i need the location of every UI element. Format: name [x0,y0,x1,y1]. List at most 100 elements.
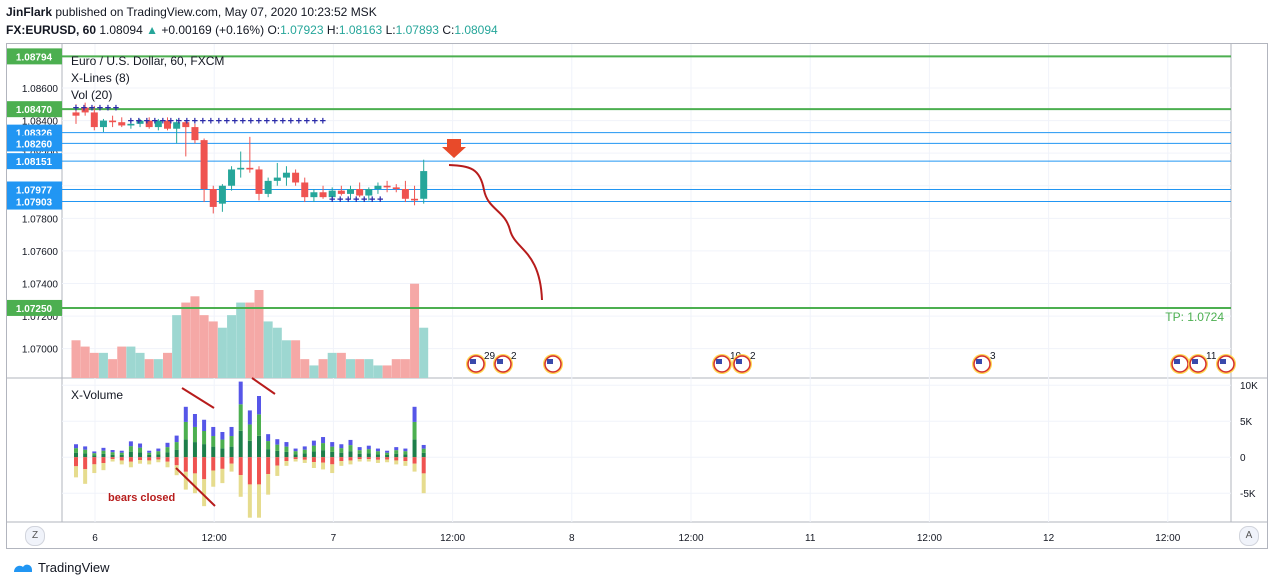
xvol-pos-bar [302,449,307,454]
xvol-neg-bar [192,473,197,494]
blue-level-badge [7,153,62,170]
xvol-pos-bar [74,444,78,449]
candle-body [383,185,391,188]
xvolume-bars: 10K 5K 0 -5K [74,381,1258,518]
candle-body [145,120,153,128]
volume-bar [217,327,227,378]
event-count-label: 11 [1206,351,1217,362]
xvol-neg-bar [385,459,390,463]
volume-bar [300,359,310,378]
y-tick-label: 1.07200 [22,312,59,323]
volume-bar [181,302,191,378]
xvol-tick-label: 5K [1240,417,1253,428]
open-value: 1.07923 [280,23,324,37]
blue-level-badge [7,193,62,210]
candle-body [154,120,162,128]
volume-bar [291,340,301,378]
volume-bar [410,283,420,378]
xvol-neg-bar [174,457,179,466]
xvol-pos-bar [202,430,207,445]
price-change: +0.00169 (+0.16%) [161,23,265,37]
xline-marker: + [377,194,383,206]
xvol-pos-bar [211,436,216,447]
xvol-neg-bar [92,457,97,465]
volume-bar [153,359,163,378]
high-label: H: [326,23,339,37]
xvol-pos-bar [183,421,188,440]
xvol-pos-bar [266,449,271,458]
volume-bar [245,302,255,378]
xline-marker: + [168,116,174,128]
xline-marker: + [329,194,335,206]
xline-marker: + [136,116,142,128]
candle-body [282,172,290,178]
xvol-neg-bar [138,457,143,461]
x-tick-label: 12:00 [678,533,703,544]
zoom-button[interactable]: Z [25,526,45,546]
volume-bar [190,296,200,378]
xvol-pos-bar [192,426,197,443]
volume-bar [309,365,319,378]
volume-bar [373,365,383,378]
xvol-pos-bar [247,410,252,425]
xvol-pos-bar [375,454,380,458]
xline-markers: + + + + + ++ + + + + + + + + + + + + + + + + + + + + + + + ++ + + + + + + [73,103,384,206]
xvol-pos-bar [421,448,426,453]
xline-marker: + [272,116,278,128]
xvol-pos-bar [110,454,115,458]
sell-arrow-icon[interactable] [442,139,466,158]
xvol-neg-bar [366,459,371,462]
xvol-pos-bar [275,450,280,458]
xvol-pos-bar [165,442,170,448]
brand-name[interactable]: TradingView [38,560,110,575]
xline-marker: + [337,194,343,206]
xvol-pos-bar [128,446,133,452]
main-series-legend[interactable]: Euro / U.S. Dollar, 60, FXCM [71,54,225,68]
xvol-tick-label: 10K [1240,381,1258,392]
forecast-curve[interactable] [448,164,543,301]
xline-marker: + [353,194,359,206]
xvol-neg-bar [412,463,417,472]
xvol-neg-bar [192,457,197,474]
xvol-pos-bar [302,446,307,450]
xvol-pos-bar [138,452,143,458]
xvol-pos-bar [74,448,78,453]
xvol-neg-bar [302,457,307,460]
xline-marker: + [264,116,270,128]
xvol-pos-bar [165,452,170,458]
trend-line-3[interactable] [175,467,216,507]
xlines-legend[interactable]: X-Lines (8) [71,71,130,85]
blue-level-badge-label: 1.07977 [16,185,53,196]
xvol-neg-bar [266,474,271,495]
auto-scale-button[interactable]: A [1239,526,1259,546]
xvol-neg-bar [266,457,271,475]
xvol-neg-bar [110,457,115,460]
xvolume-legend[interactable]: X-Volume [71,388,124,402]
trend-line-1[interactable] [181,387,215,409]
xvol-pos-bar [284,442,289,447]
xvol-pos-bar [385,454,390,458]
xvol-neg-bar [156,457,161,460]
vol-legend[interactable]: Vol (20) [71,88,113,102]
volume-bar [391,359,401,378]
xvol-neg-bar [211,457,216,471]
xvol-neg-bar [257,457,261,485]
event-count-label: 2 [750,351,756,362]
author-name[interactable]: JinFlark [6,5,53,19]
xvol-neg-bar [366,457,371,460]
xvol-neg-bar [165,457,170,462]
xvol-pos-bar [366,449,371,454]
xvol-neg-bar [128,457,133,462]
x-axis-ticks: 6 12:00 7 12:00 8 12:00 11 12:00 12 12:00 [92,533,1181,544]
xvol-neg-bar [247,484,252,518]
trend-line-2[interactable] [251,377,276,395]
xvol-pos-bar [348,451,353,458]
xvol-pos-bar [403,448,408,452]
candle-body [72,112,80,116]
y-tick-label: 1.07600 [22,247,59,258]
xline-marker: + [89,103,95,115]
candle-body [191,127,199,141]
volume-bar [327,352,337,378]
xline-marker: + [304,116,310,128]
